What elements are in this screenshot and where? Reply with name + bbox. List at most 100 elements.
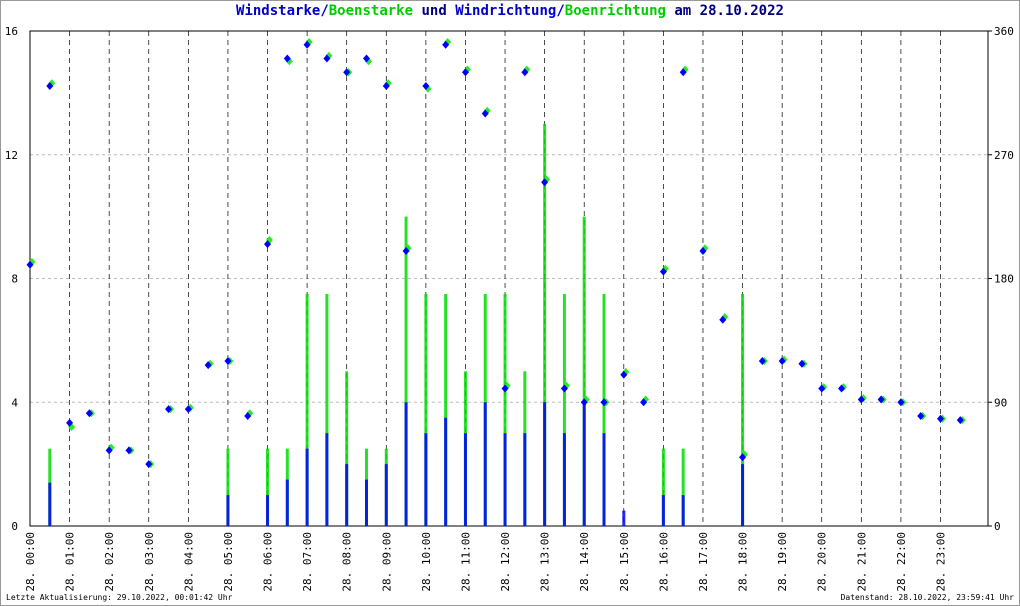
direction-point	[46, 82, 54, 90]
direction-point	[204, 361, 212, 370]
speed-bar	[741, 293, 745, 526]
direction-point	[145, 460, 153, 469]
speed-bar	[741, 464, 745, 526]
direction-point	[560, 384, 568, 393]
direction-point	[541, 178, 549, 187]
chart-title: Windstarke/Boenstarke und Windrichtung/B…	[236, 3, 784, 19]
direction-point	[105, 446, 113, 455]
y2-tick-label: 90	[994, 396, 1007, 409]
direction-point	[323, 54, 331, 63]
direction-point	[501, 384, 509, 393]
direction-point	[283, 54, 291, 63]
speed-bar	[503, 293, 507, 526]
speed-bar	[503, 433, 507, 526]
direction-point	[402, 247, 410, 255]
x-tick-label: 28. 20:00	[816, 532, 829, 592]
x-tick-label: 28. 16:00	[657, 532, 670, 592]
speed-bar	[622, 510, 626, 526]
direction-point	[26, 260, 34, 269]
x-tick-label: 28. 00:00	[24, 532, 37, 592]
speed-bar	[266, 448, 270, 526]
direction-point	[620, 370, 628, 379]
speed-bar	[523, 433, 527, 526]
speed-bar	[543, 123, 547, 526]
x-tick-label: 28. 05:00	[222, 532, 235, 592]
direction-point	[244, 412, 252, 420]
x-tick-label: 28. 12:00	[499, 532, 512, 592]
speed-bar	[444, 417, 448, 526]
direction-point	[461, 68, 469, 77]
direction-point	[838, 384, 846, 393]
direction-point	[956, 416, 964, 425]
direction-point	[442, 40, 450, 49]
speed-bar	[661, 448, 665, 526]
title-part: Boenstarke	[329, 3, 413, 19]
x-tick-label: 28. 21:00	[855, 532, 868, 592]
x-tick-label: 28. 23:00	[934, 532, 947, 592]
direction-point	[85, 409, 93, 418]
x-tick-label: 28. 15:00	[618, 532, 631, 592]
title-part: /	[556, 3, 564, 19]
x-tick-label: 28. 01:00	[64, 532, 77, 592]
direction-point	[897, 398, 905, 407]
direction-point	[66, 418, 74, 427]
x-tick-label: 28. 10:00	[420, 532, 433, 592]
plot-frame	[29, 30, 989, 527]
direction-point	[640, 398, 648, 407]
direction-point	[798, 359, 806, 368]
footer-right: Datenstand: 28.10.2022, 23:59:41 Uhr	[841, 593, 1015, 602]
title-part: /	[320, 3, 328, 19]
speed-bar	[483, 402, 487, 526]
direction-point	[600, 398, 608, 407]
direction-point	[778, 357, 786, 365]
x-tick-label: 28. 17:00	[697, 532, 710, 592]
direction-point	[936, 414, 944, 423]
speed-bar	[404, 216, 408, 526]
y2-tick-label: 180	[994, 273, 1014, 286]
direction-point	[758, 357, 766, 365]
speed-bar	[582, 216, 586, 526]
speed-bar	[661, 495, 665, 526]
speed-bar	[681, 448, 685, 526]
speed-bar	[325, 293, 329, 526]
direction-point	[679, 68, 687, 77]
x-tick-label: 28. 07:00	[301, 532, 314, 592]
direction-point	[699, 247, 707, 255]
title-part: Windstarke	[236, 3, 320, 19]
direction-point	[857, 395, 865, 404]
direction-point	[917, 412, 925, 420]
speed-bar	[444, 293, 448, 526]
y-tick-label: 12	[5, 149, 18, 162]
direction-point	[580, 398, 588, 407]
direction-point	[224, 357, 232, 365]
direction-point	[818, 384, 826, 393]
y-tick-label: 8	[11, 273, 18, 286]
direction-point	[481, 109, 489, 118]
speed-bar	[463, 433, 467, 526]
direction-point	[739, 453, 747, 462]
speed-bar	[305, 293, 309, 526]
x-tick-label: 28. 06:00	[262, 532, 275, 592]
title-part: Boenrichtung	[565, 3, 666, 19]
speed-bar	[226, 448, 230, 526]
title-part: und	[413, 3, 455, 19]
speed-bar	[285, 479, 289, 526]
x-tick-label: 28. 14:00	[578, 532, 591, 592]
direction-point	[165, 405, 173, 414]
x-tick-label: 28. 08:00	[341, 532, 354, 592]
direction-point	[125, 446, 133, 455]
x-tick-label: 28. 13:00	[539, 532, 552, 592]
direction-point	[264, 240, 272, 249]
speed-bar	[543, 402, 547, 526]
speed-bar	[404, 402, 408, 526]
speed-bar	[681, 495, 685, 526]
speed-bar	[48, 482, 52, 526]
direction-point	[659, 267, 667, 276]
x-tick-label: 28. 19:00	[776, 532, 789, 592]
speed-bar	[562, 293, 566, 526]
direction-point	[719, 315, 727, 324]
x-tick-label: 28. 03:00	[143, 532, 156, 592]
speed-bar	[424, 433, 428, 526]
